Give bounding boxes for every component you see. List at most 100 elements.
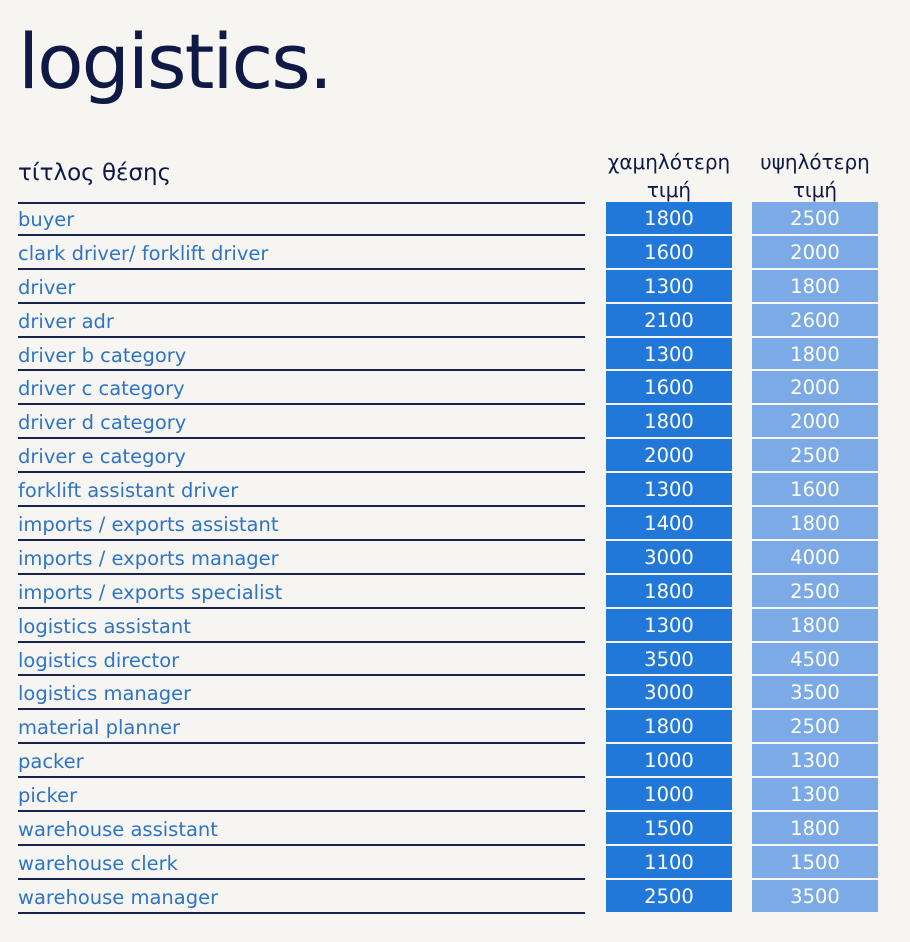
row-divider xyxy=(18,674,585,677)
lowest-price-cell: 3000 xyxy=(606,676,732,709)
job-title-cell: logistics director xyxy=(18,648,180,672)
table-row: driver d category 1800 2000 xyxy=(0,405,910,440)
lowest-price-cell: 1400 xyxy=(606,507,732,539)
job-title-cell: imports / exports assistant xyxy=(18,513,279,537)
highest-price-cell: 2500 xyxy=(752,439,878,472)
row-divider xyxy=(18,505,585,508)
job-title-cell: clark driver/ forklift driver xyxy=(18,241,269,265)
table-row: imports / exports manager 3000 4000 xyxy=(0,540,910,575)
table-top-divider xyxy=(18,202,585,204)
lowest-price-cell: 1000 xyxy=(606,744,732,777)
highest-price-cell: 1500 xyxy=(752,845,878,878)
highest-price-cell: 1800 xyxy=(752,507,878,539)
highest-price-cell: 2600 xyxy=(752,303,878,336)
row-divider xyxy=(18,233,585,236)
job-title-cell: imports / exports specialist xyxy=(18,580,283,604)
table-row: imports / exports specialist 1800 2500 xyxy=(0,574,910,609)
highest-price-cell: 2000 xyxy=(752,371,878,404)
salary-table: buyer 1800 2500 clark driver/ forklift driv… xyxy=(0,202,910,914)
job-title-cell: material planner xyxy=(18,716,181,740)
job-title-cell: warehouse assistant xyxy=(18,818,218,842)
table-row: driver b category 1300 1800 xyxy=(0,337,910,372)
highest-price-cell: 4000 xyxy=(752,540,878,573)
table-row: packer 1000 1300 xyxy=(0,744,910,779)
highest-price-cell: 4500 xyxy=(752,642,878,675)
highest-price-cell: 2500 xyxy=(752,710,878,743)
row-divider xyxy=(18,437,585,440)
job-title-cell: warehouse manager xyxy=(18,885,219,909)
lowest-price-cell: 1300 xyxy=(606,608,732,641)
table-row: driver e category 2000 2500 xyxy=(0,439,910,474)
highest-price-cell: 1300 xyxy=(752,778,878,811)
table-row: warehouse manager 2500 3500 xyxy=(0,879,910,914)
table-row: material planner 1800 2500 xyxy=(0,710,910,745)
job-title-cell: packer xyxy=(18,750,84,774)
lowest-price-cell: 2500 xyxy=(606,879,732,912)
highest-price-cell: 3500 xyxy=(752,879,878,912)
highest-price-cell: 1800 xyxy=(752,269,878,302)
row-divider xyxy=(18,301,585,304)
row-divider xyxy=(18,538,585,541)
lowest-price-cell: 1800 xyxy=(606,405,732,438)
highest-price-cell: 1800 xyxy=(752,337,878,370)
row-divider xyxy=(18,810,585,813)
table-row: forklift assistant driver 1300 1600 xyxy=(0,473,910,508)
highest-price-cell: 1800 xyxy=(752,608,878,641)
lowest-price-cell: 1300 xyxy=(606,473,732,506)
lowest-price-cell: 3500 xyxy=(606,642,732,675)
job-title-cell: driver c category xyxy=(18,377,185,401)
job-title-cell: driver adr xyxy=(18,309,114,333)
row-divider xyxy=(18,776,585,779)
job-title-cell: warehouse clerk xyxy=(18,851,178,875)
job-title-cell: buyer xyxy=(18,208,75,231)
lowest-price-cell: 1100 xyxy=(606,845,732,878)
row-divider xyxy=(18,369,585,372)
row-divider xyxy=(18,471,585,474)
table-row: logistics director 3500 4500 xyxy=(0,642,910,677)
table-row: warehouse assistant 1500 1800 xyxy=(0,812,910,846)
highest-price-cell: 1800 xyxy=(752,812,878,844)
lowest-price-cell: 1800 xyxy=(606,202,732,234)
lowest-price-cell: 1800 xyxy=(606,710,732,743)
highest-price-cell: 1600 xyxy=(752,473,878,506)
row-divider xyxy=(18,877,585,880)
highest-price-cell: 2000 xyxy=(752,405,878,438)
page-title: logistics. xyxy=(18,17,333,106)
highest-price-cell: 3500 xyxy=(752,676,878,709)
job-title-cell: driver e category xyxy=(18,445,186,469)
job-title-column-header: τίτλος θέσης xyxy=(18,160,172,186)
table-row: driver c category 1600 2000 xyxy=(0,371,910,406)
table-row: driver 1300 1800 xyxy=(0,269,910,304)
lowest-price-cell: 3000 xyxy=(606,540,732,573)
table-row: buyer 1800 2500 xyxy=(0,202,910,236)
highest-price-cell: 2500 xyxy=(752,574,878,607)
job-title-cell: forklift assistant driver xyxy=(18,479,239,503)
job-title-cell: logistics assistant xyxy=(18,614,191,638)
row-divider xyxy=(18,742,585,745)
table-row: logistics assistant 1300 1800 xyxy=(0,608,910,643)
table-row: driver adr 2100 2600 xyxy=(0,303,910,338)
highest-price-cell: 2000 xyxy=(752,235,878,268)
job-title-cell: driver d category xyxy=(18,411,187,435)
row-divider xyxy=(18,403,585,406)
job-title-cell: driver b category xyxy=(18,343,187,367)
lowest-price-cell: 1600 xyxy=(606,235,732,268)
row-divider xyxy=(18,267,585,270)
highest-price-column-header: υψηλότερη τιμή xyxy=(760,150,870,202)
highest-price-cell: 2500 xyxy=(752,202,878,234)
job-title-cell: picker xyxy=(18,784,78,808)
lowest-price-cell: 2000 xyxy=(606,439,732,472)
lowest-price-column-header: χαμηλότερη τιμή xyxy=(607,150,731,202)
row-divider xyxy=(18,335,585,338)
row-divider xyxy=(18,640,585,643)
job-title-cell: driver xyxy=(18,275,76,299)
table-row: warehouse clerk 1100 1500 xyxy=(0,845,910,880)
table-row: imports / exports assistant 1400 1800 xyxy=(0,507,910,541)
job-title-cell: imports / exports manager xyxy=(18,546,279,570)
lowest-price-cell: 1800 xyxy=(606,574,732,607)
table-row: logistics manager 3000 3500 xyxy=(0,676,910,711)
highest-price-cell: 1300 xyxy=(752,744,878,777)
row-divider xyxy=(18,572,585,575)
row-divider xyxy=(18,843,585,846)
